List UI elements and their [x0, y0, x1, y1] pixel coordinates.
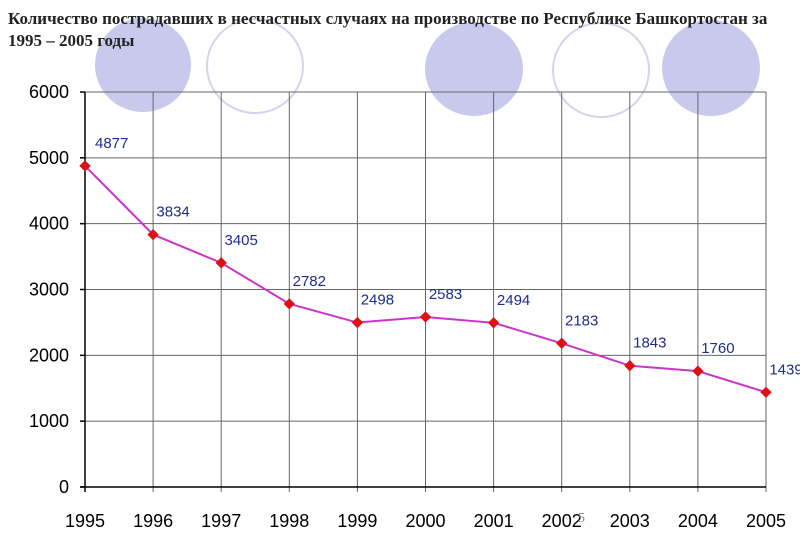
data-point: [556, 337, 568, 349]
y-tick-label: 2000: [29, 345, 69, 365]
y-tick-label: 3000: [29, 280, 69, 300]
data-markers: [79, 160, 772, 398]
y-tick-label: 6000: [29, 82, 69, 102]
data-point: [419, 311, 432, 323]
data-point: [624, 360, 636, 372]
data-point: [215, 257, 227, 269]
y-axis-tick-labels: 0 1000 2000 3000 4000 5000 6000: [29, 82, 69, 497]
data-label: 4877: [95, 135, 128, 152]
x-tick-label: 1995: [65, 511, 105, 531]
decorative-ring: [206, 18, 304, 114]
x-tick-label: 2000: [405, 511, 445, 531]
data-label: 2583: [429, 286, 462, 303]
data-label: 3405: [225, 232, 258, 249]
data-point: [487, 317, 500, 329]
data-point: [147, 228, 159, 241]
data-label: 2782: [293, 273, 326, 290]
data-label: 1439: [769, 361, 800, 378]
data-label: 1843: [633, 335, 666, 352]
data-point: [692, 365, 704, 377]
page-number: 5: [578, 511, 585, 526]
x-tick-label: 2003: [610, 511, 650, 531]
data-label: 1760: [701, 340, 734, 357]
chart-title: Количество пострадавших в несчастных слу…: [8, 9, 768, 50]
x-tick-label: 1997: [201, 511, 241, 531]
decorative-circle: [662, 20, 760, 116]
data-label: 2494: [497, 292, 530, 309]
x-tick-label: 1999: [337, 511, 377, 531]
y-tick-label: 5000: [29, 148, 69, 168]
data-label: 2183: [565, 312, 598, 329]
data-label: 2498: [361, 292, 394, 309]
axes: [80, 91, 766, 492]
data-label: 3834: [156, 204, 189, 221]
x-tick-label: 1998: [269, 511, 309, 531]
x-tick-label: 1996: [133, 511, 173, 531]
decorative-ring: [552, 22, 650, 118]
grid-lines: [85, 91, 767, 492]
decorative-circle: [95, 18, 191, 112]
y-tick-label: 1000: [29, 411, 69, 431]
data-point: [283, 298, 295, 310]
data-point: [351, 316, 364, 329]
y-tick-label: 0: [59, 477, 69, 497]
x-tick-label: 2005: [746, 511, 786, 531]
data-labels: 4877 3834 3405 2782 2498 2583 2494 2183 1843 1760…: [95, 135, 800, 378]
x-tick-label: 2002: [542, 511, 582, 531]
x-axis-tick-labels: 1995 1996 1997 1998 1999 2000 2001 2002 2003 2004…: [65, 511, 786, 531]
data-point: [760, 386, 772, 398]
x-tick-label: 2001: [474, 511, 514, 531]
x-tick-label: 2004: [678, 511, 718, 531]
y-tick-label: 4000: [29, 214, 69, 234]
decorative-circle: [425, 22, 523, 116]
